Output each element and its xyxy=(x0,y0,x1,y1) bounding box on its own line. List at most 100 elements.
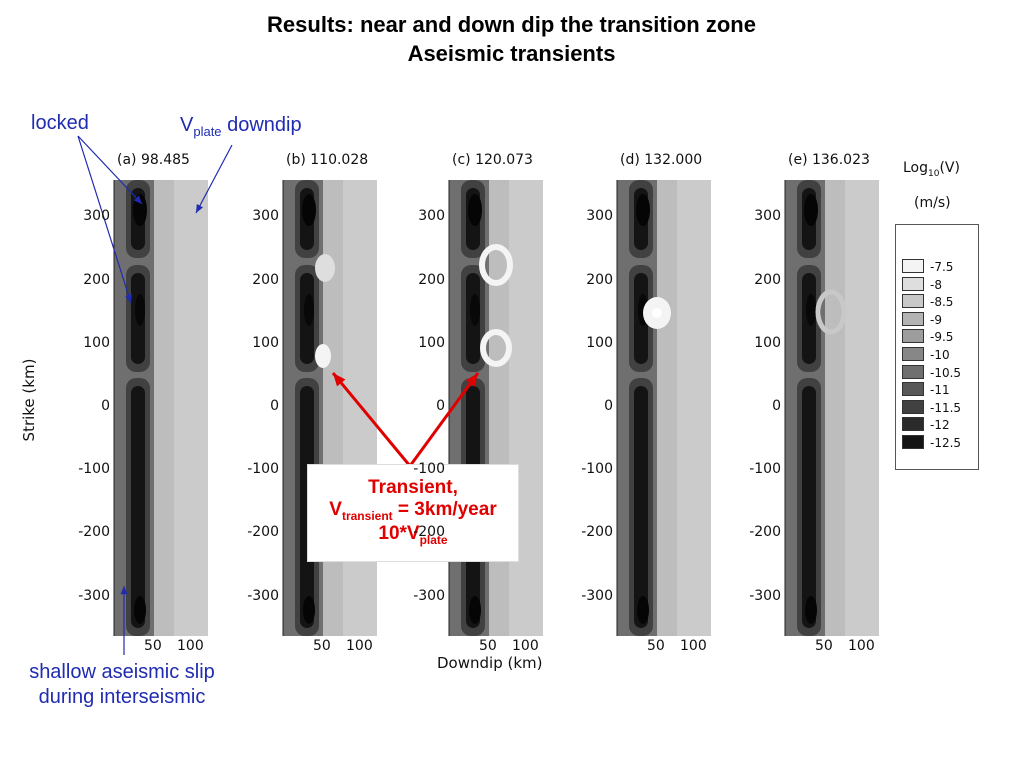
slide-title-line2: Aseismic transients xyxy=(407,41,616,66)
x-tick-label: 100 xyxy=(848,638,875,654)
transient-arrow-b xyxy=(331,372,412,467)
y-tick-label: -200 xyxy=(413,524,445,540)
vplate-rest: downdip xyxy=(221,114,302,136)
contour-panel-5 xyxy=(784,180,879,636)
legend-swatch xyxy=(902,347,924,361)
arrow-shaft xyxy=(77,135,143,205)
arrow-head xyxy=(133,195,142,204)
transient-blob xyxy=(315,254,335,282)
transient-arrow-c xyxy=(408,372,480,467)
callout-line2-sub: transient xyxy=(341,508,393,523)
locked-patch xyxy=(468,194,482,226)
arrow-shaft xyxy=(195,144,233,214)
locked-patch xyxy=(135,294,145,326)
y-tick-label: 100 xyxy=(754,335,781,351)
y-tick-label: -300 xyxy=(749,588,781,604)
y-tick-label: -300 xyxy=(413,588,445,604)
shallow-line1: shallow aseismic slip xyxy=(29,661,215,683)
x-tick-label: 100 xyxy=(346,638,373,654)
legend-swatch xyxy=(902,311,924,326)
x-tick-label: 100 xyxy=(680,638,707,654)
legend-title: Log10(V) xyxy=(903,160,960,179)
locked-patch xyxy=(636,194,650,226)
panel-title: (a) 98.485 xyxy=(117,152,190,168)
arrow-shaft xyxy=(408,372,480,467)
arrow-head xyxy=(120,586,128,595)
shallow-slip-arrow xyxy=(120,586,128,655)
callout-line3: 10*Vplate xyxy=(308,523,518,547)
contour-panel-1 xyxy=(113,180,208,636)
transient-ring xyxy=(479,244,513,286)
y-tick-label: 300 xyxy=(754,208,781,224)
legend-label: -9 xyxy=(930,312,942,327)
panel-title: (c) 120.073 xyxy=(452,152,533,168)
arrow-head xyxy=(125,294,132,303)
y-tick-label: 100 xyxy=(83,335,110,351)
callout-line3-main: 10*V xyxy=(378,522,420,544)
panel-downdip-band xyxy=(845,180,879,636)
y-tick-label: -100 xyxy=(413,461,445,477)
x-tick-label: 100 xyxy=(177,638,204,654)
transient-ring xyxy=(480,329,512,367)
legend-label: -11 xyxy=(930,383,950,398)
contour-panel-3 xyxy=(448,180,543,636)
transient-callout: Transient, Vtransient = 3km/year 10*Vpla… xyxy=(307,464,519,562)
locked-annotation: locked xyxy=(31,112,89,134)
y-tick-label: 300 xyxy=(252,208,279,224)
legend-label: -7.5 xyxy=(930,260,954,274)
panel-downdip-band xyxy=(677,180,711,636)
x-tick-label: 50 xyxy=(815,638,833,654)
transient-ring xyxy=(815,289,847,335)
locked-patch xyxy=(469,596,481,624)
locked-patch xyxy=(470,294,480,326)
locked-arrow-lower xyxy=(77,135,132,304)
panel-title: (b) 110.028 xyxy=(286,152,369,168)
legend-box: -7.5 -8 -8.5 -9 -9.5 -10 -10.5 -11 -11.5 -12 -12.5 xyxy=(895,224,979,470)
x-tick-label: 50 xyxy=(313,638,331,654)
y-tick-label: -100 xyxy=(247,461,279,477)
legend-swatch xyxy=(902,364,924,379)
x-axis-label: Downdip (km) xyxy=(437,654,543,672)
panel-title: (e) 136.023 xyxy=(788,152,870,168)
legend-label: -8 xyxy=(930,277,942,292)
arrow-head xyxy=(465,373,478,387)
panel-title: (d) 132.000 xyxy=(620,152,703,168)
legend-label: -9.5 xyxy=(930,330,954,345)
y-axis-label: Strike (km) xyxy=(20,358,38,442)
x-tick-label: 100 xyxy=(512,638,539,654)
y-tick-label: 100 xyxy=(418,335,445,351)
legend-swatch xyxy=(902,259,924,273)
panel-downdip-band xyxy=(509,180,543,636)
transient-peak xyxy=(652,308,662,318)
legend-title-sub: 10 xyxy=(928,168,940,179)
y-tick-label: 200 xyxy=(754,272,781,288)
x-tick-label: 50 xyxy=(479,638,497,654)
legend-label: -12.5 xyxy=(930,436,962,450)
y-tick-label: -200 xyxy=(78,524,110,540)
y-tick-label: 0 xyxy=(436,398,445,414)
arrow-head xyxy=(333,373,346,387)
locked-patch xyxy=(302,194,316,226)
y-tick-label: 0 xyxy=(604,398,613,414)
vplate-sub: plate xyxy=(193,124,222,139)
locked-zone-core xyxy=(131,386,145,628)
y-tick-label: 300 xyxy=(586,208,613,224)
panel-downdip-band xyxy=(174,180,208,636)
callout-line3-sub: plate xyxy=(419,532,448,547)
vplate-arrow xyxy=(195,144,233,214)
vplate-v: V xyxy=(180,114,194,136)
locked-zone-core xyxy=(802,386,816,628)
locked-patch xyxy=(804,194,818,226)
x-tick-label: 50 xyxy=(647,638,665,654)
legend-title-rest: (V) xyxy=(939,160,960,176)
arrow-head xyxy=(196,204,203,213)
arrows-group xyxy=(77,135,480,655)
y-tick-label: -300 xyxy=(581,588,613,604)
legend-units: (m/s) xyxy=(914,195,951,211)
locked-patch xyxy=(805,596,817,624)
slide-title-line1: Results: near and down dip the transitio… xyxy=(267,12,756,37)
legend-swatch xyxy=(902,294,924,309)
locked-zone-core xyxy=(634,386,648,628)
locked-patch xyxy=(304,294,314,326)
contour-panel-4 xyxy=(616,180,711,636)
